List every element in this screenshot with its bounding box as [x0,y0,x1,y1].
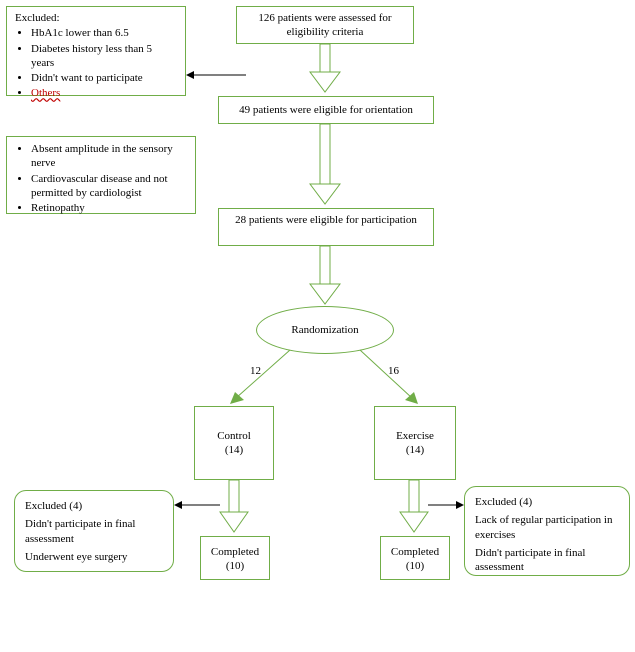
box-completed-left: Completed (10) [200,536,270,580]
box-participation: 28 patients were eligible for participat… [218,208,434,246]
excl2-item: Retinopathy [31,201,187,215]
box-completed-right: Completed (10) [380,536,450,580]
split-arrows [200,340,450,410]
excl4-line: Didn't participate in final assessment [475,546,619,575]
text-completed-right: Completed [391,546,439,558]
arrow-to-excl1 [186,70,246,80]
arrow-down-exercise [400,480,428,534]
excl3-line: Didn't participate in final assessment [25,517,163,546]
box-exercise: Exercise (14) [374,406,456,480]
arrow-down-3 [310,246,340,306]
excl3-line: Underwent eye surgery [25,550,163,564]
text-completed-left: Completed [211,546,259,558]
excl2-list: Absent amplitude in the sensory nerve Ca… [15,142,187,215]
box-excluded-4: Excluded (4) Lack of regular participati… [464,486,630,576]
box-excluded-3: Excluded (4) Didn't participate in final… [14,490,174,572]
box-control: Control (14) [194,406,274,480]
arrow-down-control [220,480,248,534]
text-completed-left-n: (10) [226,560,244,572]
text-assessed: 126 patients were assessed for eligibili… [258,12,391,38]
excl1-list: HbA1c lower than 6.5 Diabetes history le… [15,26,177,100]
excl1-item: Diabetes history less than 5 years [31,42,177,71]
excl4-title: Excluded (4) [475,495,619,509]
box-excluded-2: Absent amplitude in the sensory nerve Ca… [6,136,196,214]
arrow-down-2 [310,124,340,206]
text-completed-right-n: (10) [406,560,424,572]
text-orientation: 49 patients were eligible for orientatio… [239,104,413,116]
text-exercise-n: (14) [406,444,424,456]
excl1-item: Others [31,86,177,100]
excl2-item: Cardiovascular disease and not permitted… [31,172,187,201]
text-control: Control [217,430,251,442]
split-right-count: 16 [388,365,399,377]
excl3-title: Excluded (4) [25,499,163,513]
excl2-item: Absent amplitude in the sensory nerve [31,142,187,171]
text-randomization: Randomization [291,324,358,336]
excl4-line: Lack of regular participation in exercis… [475,513,619,542]
arrow-to-excl3 [174,500,220,510]
excl1-title: Excluded: [15,12,60,24]
excl1-item: Didn't want to participate [31,71,177,85]
text-control-n: (14) [225,444,243,456]
box-orientation: 49 patients were eligible for orientatio… [218,96,434,124]
box-excluded-1: Excluded: HbA1c lower than 6.5 Diabetes … [6,6,186,96]
box-assessed: 126 patients were assessed for eligibili… [236,6,414,44]
arrow-to-excl4 [428,500,464,510]
arrow-down-1 [310,44,340,94]
text-participation: 28 patients were eligible for participat… [235,214,417,226]
excl1-item-others: Others [31,87,60,99]
excl1-item: HbA1c lower than 6.5 [31,26,177,40]
split-left-count: 12 [250,365,261,377]
text-exercise: Exercise [396,430,434,442]
